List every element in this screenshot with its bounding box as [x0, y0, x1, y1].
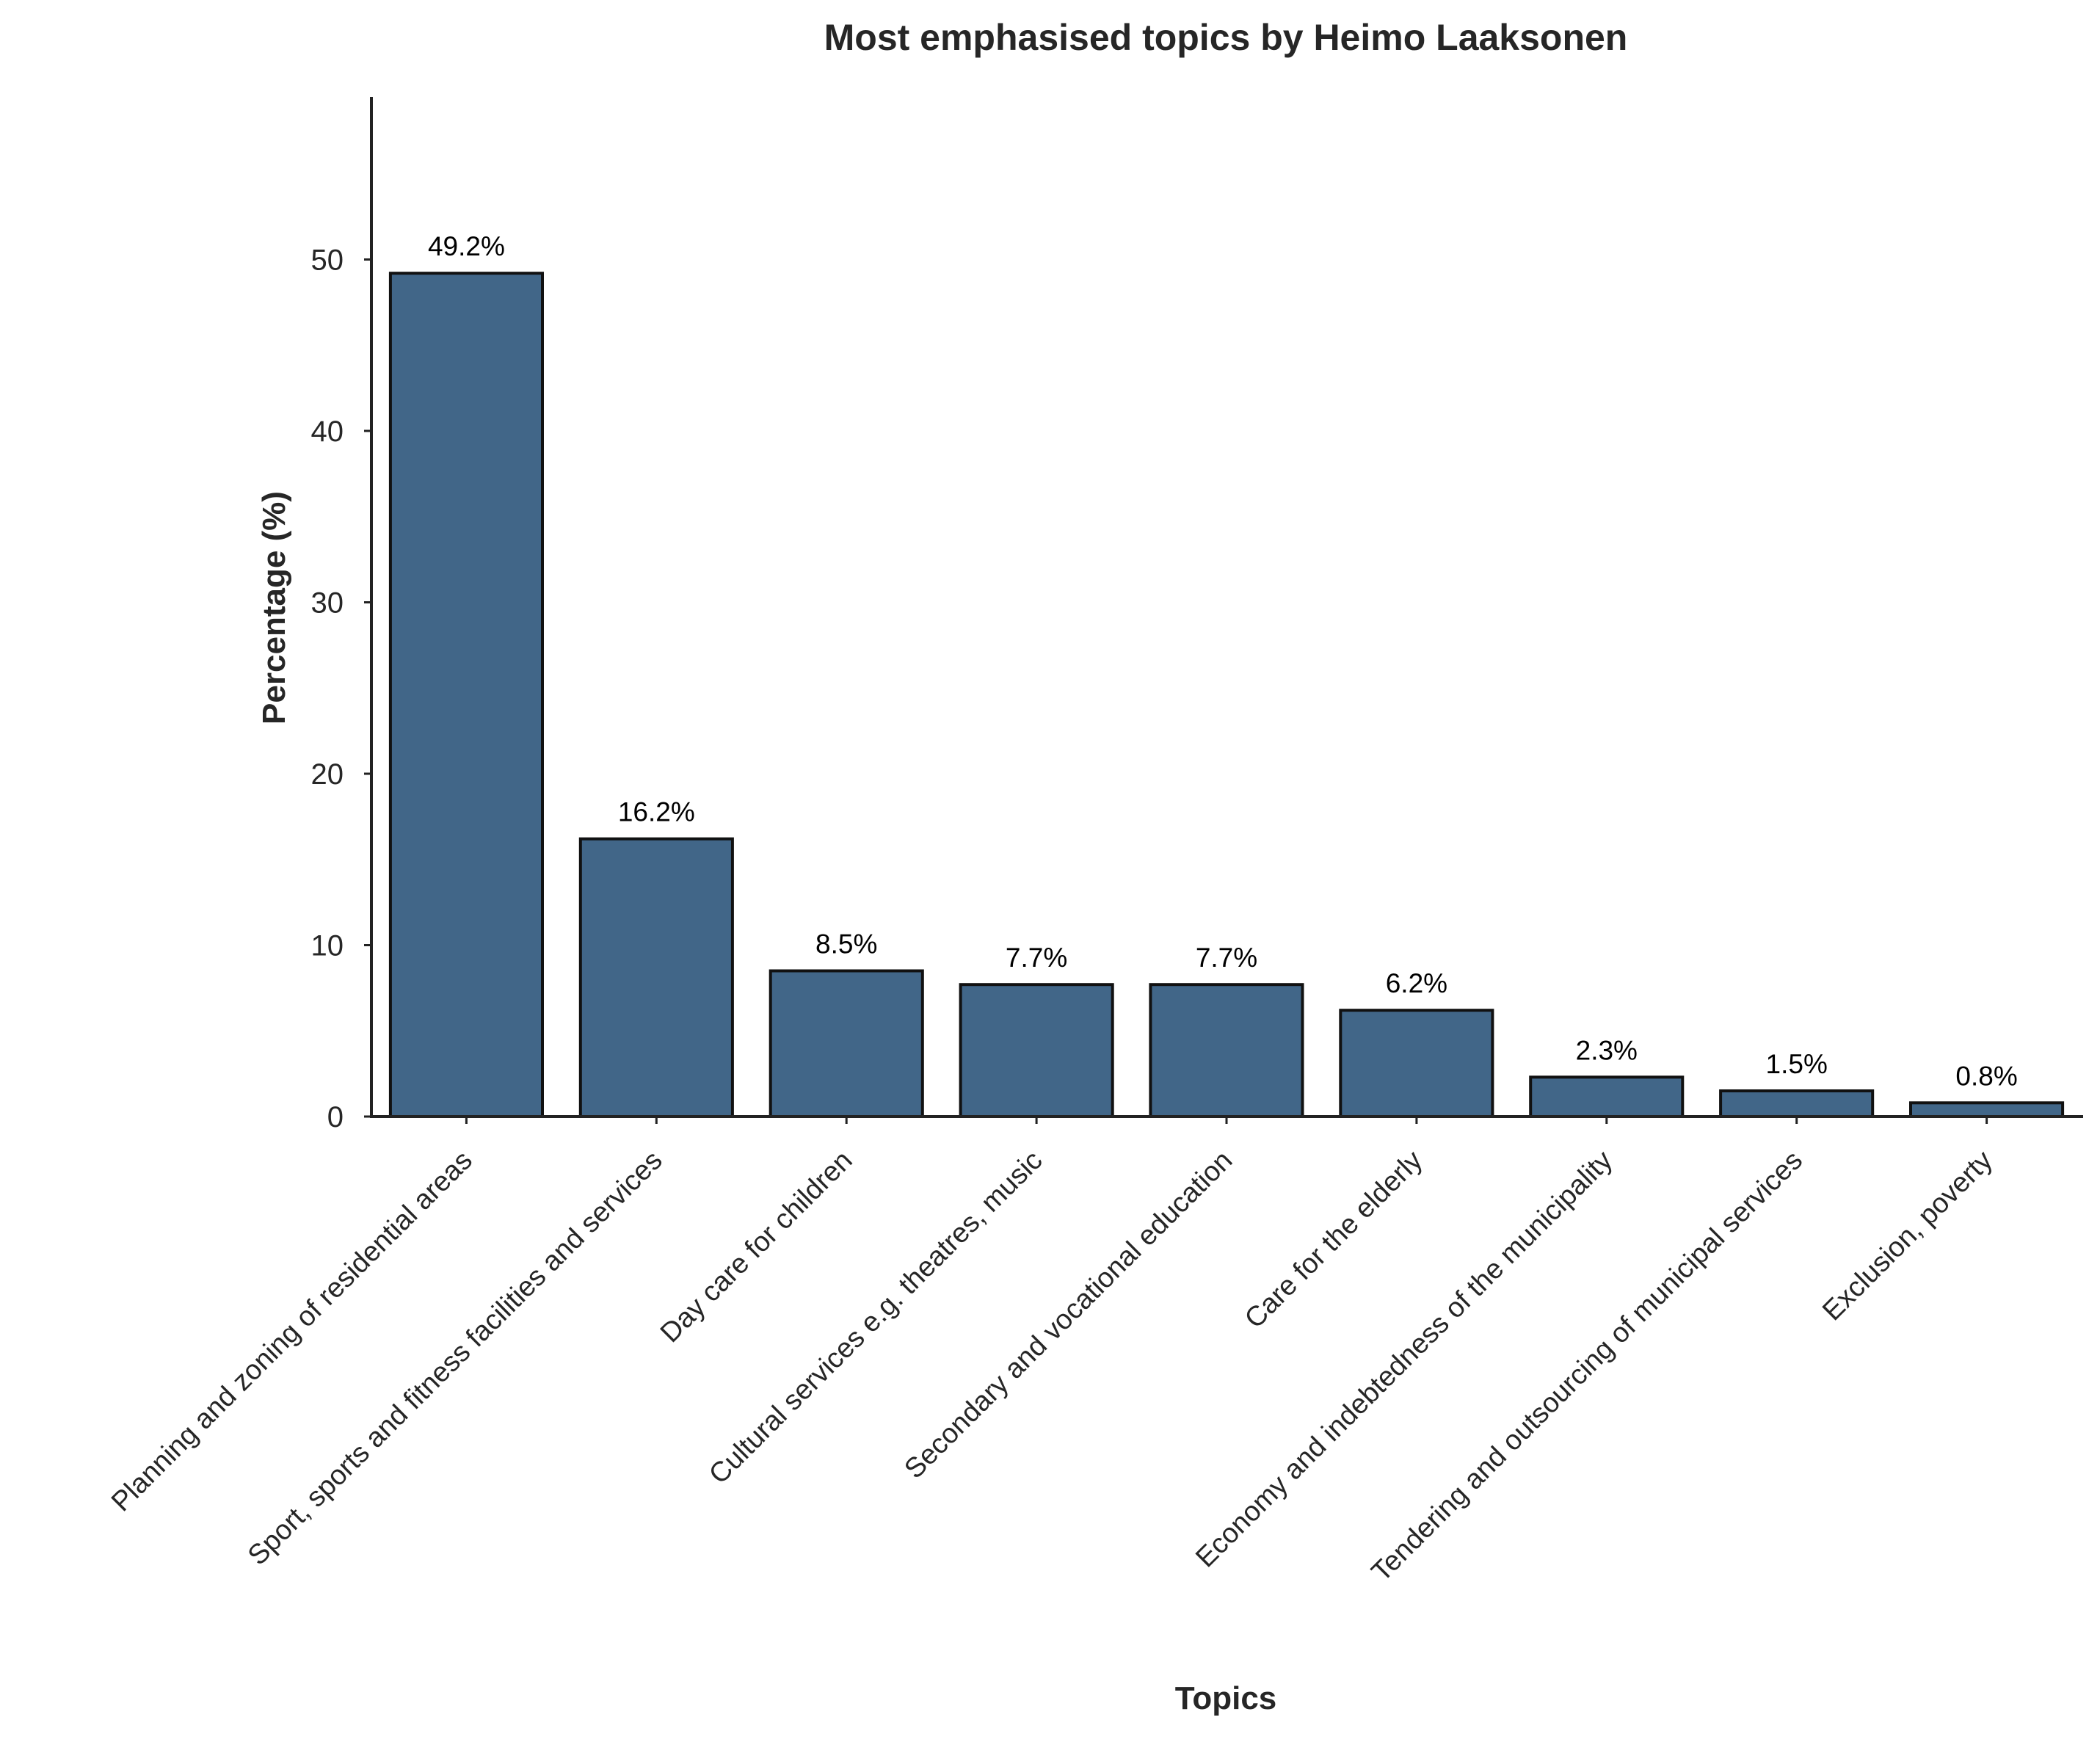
- chart-title: Most emphasised topics by Heimo Laaksone…: [824, 17, 1628, 58]
- bar-value-label: 49.2%: [428, 231, 505, 261]
- y-tick-label: 20: [311, 758, 344, 791]
- bar-value-label: 7.7%: [1006, 943, 1067, 973]
- y-tick-label: 10: [311, 930, 344, 962]
- bar-value-label: 1.5%: [1766, 1049, 1828, 1079]
- y-axis-label: Percentage (%): [256, 491, 292, 725]
- x-axis-label: Topics: [1175, 1680, 1277, 1716]
- bar-value-label: 0.8%: [1955, 1061, 2017, 1091]
- value-labels-group: 49.2% 16.2% 8.5% 7.7% 7.7% 6.2% 2.3% 1.5% 0.8%: [428, 231, 2018, 1091]
- bar: [1909, 1101, 2065, 1119]
- bar-value-label: 7.7%: [1196, 943, 1257, 973]
- bar-value-label: 8.5%: [815, 929, 877, 959]
- bar-value-label: 16.2%: [618, 797, 695, 827]
- y-tick-label: 50: [311, 244, 344, 277]
- bar-value-label: 6.2%: [1386, 968, 1447, 998]
- bar: [1339, 1009, 1494, 1118]
- bar: [578, 837, 734, 1118]
- y-tick-label: 0: [327, 1101, 344, 1133]
- bar: [959, 983, 1114, 1118]
- bar: [388, 272, 545, 1119]
- bar-value-label: 2.3%: [1576, 1035, 1638, 1065]
- bar: [1719, 1089, 1875, 1118]
- y-tick-label: 40: [311, 415, 344, 448]
- bars-group: [388, 272, 2065, 1119]
- bar: [769, 969, 924, 1118]
- bar: [1529, 1075, 1685, 1119]
- y-axis-ticks: 0 10 20 30 40 50: [311, 244, 371, 1133]
- bar: [1149, 983, 1304, 1118]
- y-tick-label: 30: [311, 587, 344, 620]
